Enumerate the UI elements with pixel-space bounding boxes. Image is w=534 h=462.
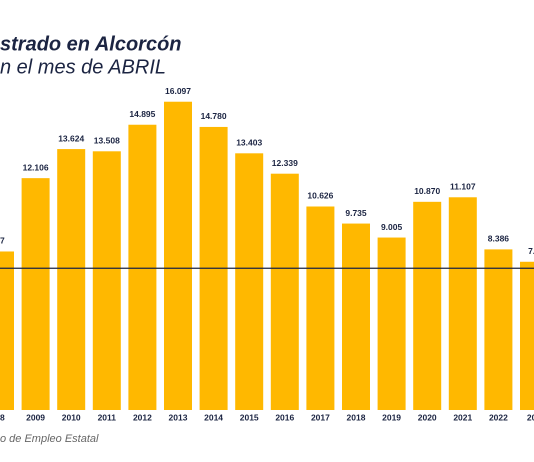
bar (413, 201, 442, 410)
x-tick-label: 202 (527, 412, 534, 422)
bar (128, 124, 157, 410)
value-label: 77 (0, 236, 5, 246)
value-label: 7.7 (528, 246, 534, 256)
value-label: 13.508 (94, 136, 120, 146)
value-label: 12.106 (23, 162, 49, 172)
x-tick-label: 08 (0, 412, 5, 422)
value-label: 12.339 (272, 158, 298, 168)
chart-subtitle: n el mes de ABRIL (0, 56, 166, 78)
value-label: 9.735 (345, 208, 367, 218)
x-tick-label: 2018 (347, 412, 366, 422)
x-tick-label: 2015 (240, 412, 259, 422)
x-tick-label: 2020 (418, 412, 437, 422)
value-label: 10.870 (414, 186, 440, 196)
value-label: 9.005 (381, 222, 403, 232)
x-tick-label: 2014 (204, 412, 223, 422)
x-tick-label: 2012 (133, 412, 152, 422)
bar (57, 149, 86, 410)
bar (520, 261, 534, 410)
value-label: 13.403 (236, 138, 262, 148)
bar (164, 101, 192, 410)
value-label: 14.895 (129, 109, 155, 119)
x-tick-label: 2021 (453, 412, 472, 422)
bar (235, 153, 264, 410)
chart-title: strado en Alcorcón (0, 33, 182, 55)
value-label: 16.097 (165, 86, 191, 96)
x-tick-label: 2016 (275, 412, 294, 422)
bar (377, 237, 406, 410)
x-tick-label: 2013 (169, 412, 188, 422)
bar (448, 197, 477, 410)
x-tick-label: 2019 (382, 412, 401, 422)
value-label: 14.780 (201, 111, 227, 121)
bar (21, 178, 50, 410)
value-label: 10.626 (307, 191, 333, 201)
value-label: 13.624 (58, 133, 84, 143)
bar (92, 151, 121, 410)
bar (342, 223, 370, 410)
source: o de Empleo Estatal (0, 433, 99, 445)
value-label: 11.107 (450, 182, 476, 192)
bar (270, 173, 299, 410)
x-tick-label: 2009 (26, 412, 45, 422)
x-tick-label: 2011 (98, 412, 117, 422)
bar (484, 249, 513, 410)
value-label: 8.386 (488, 234, 510, 244)
x-tick-label: 2017 (311, 412, 330, 422)
bar (0, 251, 14, 410)
x-tick-label: 2010 (62, 412, 81, 422)
x-tick-label: 2022 (489, 412, 508, 422)
bar (306, 206, 335, 410)
